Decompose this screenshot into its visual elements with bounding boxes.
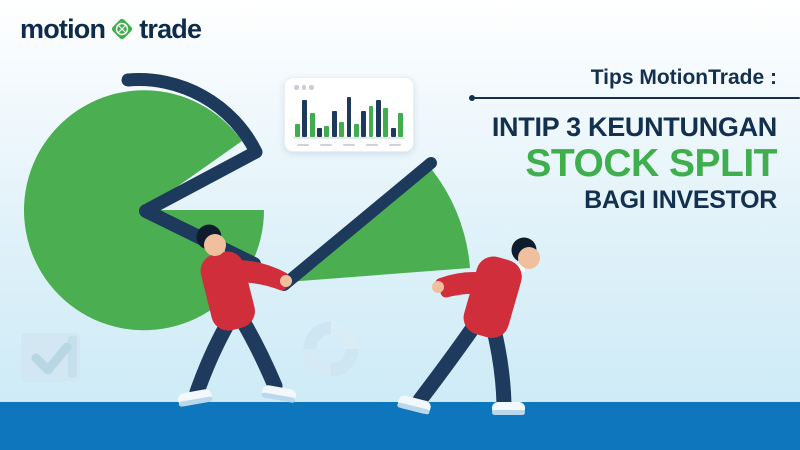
donut-chart-watermark-icon xyxy=(303,321,359,377)
tick-dash xyxy=(343,144,355,146)
bar xyxy=(390,128,396,137)
headline-line3: BAGI INVESTOR xyxy=(584,185,777,214)
bar xyxy=(368,106,374,137)
bar xyxy=(339,121,345,137)
bar xyxy=(361,110,367,137)
bar xyxy=(331,110,337,137)
tick-dash xyxy=(389,144,401,146)
bar xyxy=(353,123,359,137)
bar xyxy=(346,97,352,137)
tick-dash xyxy=(297,144,309,146)
tick-dash xyxy=(320,144,332,146)
headline-underline xyxy=(469,95,800,101)
mini-bar-chart xyxy=(295,93,403,137)
diamond-x-icon xyxy=(112,18,133,40)
chart-baseline xyxy=(293,137,405,139)
window-dots-icon xyxy=(294,85,314,90)
bar xyxy=(398,112,403,137)
logo-word-motion: motion xyxy=(20,13,106,44)
pie-slice-illustration xyxy=(278,157,470,291)
bar xyxy=(295,123,300,137)
bar xyxy=(317,128,322,137)
mini-chart-card xyxy=(284,77,414,152)
headline-line2: STOCK SPLIT xyxy=(525,142,777,185)
logo-word-trade: trade xyxy=(139,13,202,44)
bar xyxy=(324,126,330,137)
checkbox-watermark-icon xyxy=(21,333,80,381)
headline-block: Tips MotionTrade : INTIP 3 KEUNTUNGAN ST… xyxy=(491,66,778,215)
bar xyxy=(383,108,389,137)
bar xyxy=(375,99,381,137)
bar xyxy=(302,99,308,137)
tick-dash xyxy=(366,144,378,146)
motiontrade-logo: motion trade xyxy=(20,12,202,46)
chart-tick-dashes xyxy=(297,144,401,146)
headline-line1: INTIP 3 KEUNTUNGAN xyxy=(491,112,777,142)
floor xyxy=(0,402,800,450)
bar xyxy=(309,112,315,137)
person-right xyxy=(397,237,540,415)
headline-kicker: Tips MotionTrade : xyxy=(590,66,777,89)
person-left xyxy=(178,224,296,407)
